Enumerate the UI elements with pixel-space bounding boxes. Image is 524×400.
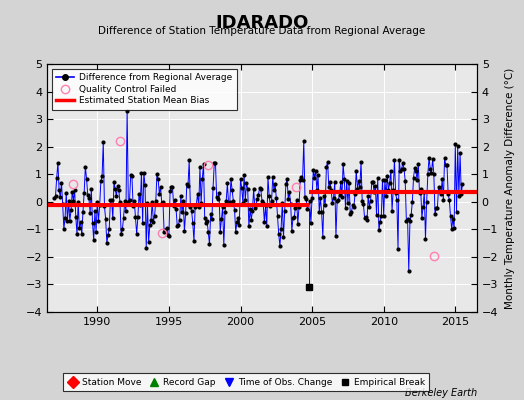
Text: IDARADO: IDARADO (215, 14, 309, 32)
Legend: Difference from Regional Average, Quality Control Failed, Estimated Station Mean: Difference from Regional Average, Qualit… (52, 68, 236, 110)
Text: Difference of Station Temperature Data from Regional Average: Difference of Station Temperature Data f… (99, 26, 425, 36)
Y-axis label: Monthly Temperature Anomaly Difference (°C): Monthly Temperature Anomaly Difference (… (505, 67, 515, 309)
Legend: Station Move, Record Gap, Time of Obs. Change, Empirical Break: Station Move, Record Gap, Time of Obs. C… (63, 374, 429, 392)
Text: Berkeley Earth: Berkeley Earth (405, 388, 477, 398)
